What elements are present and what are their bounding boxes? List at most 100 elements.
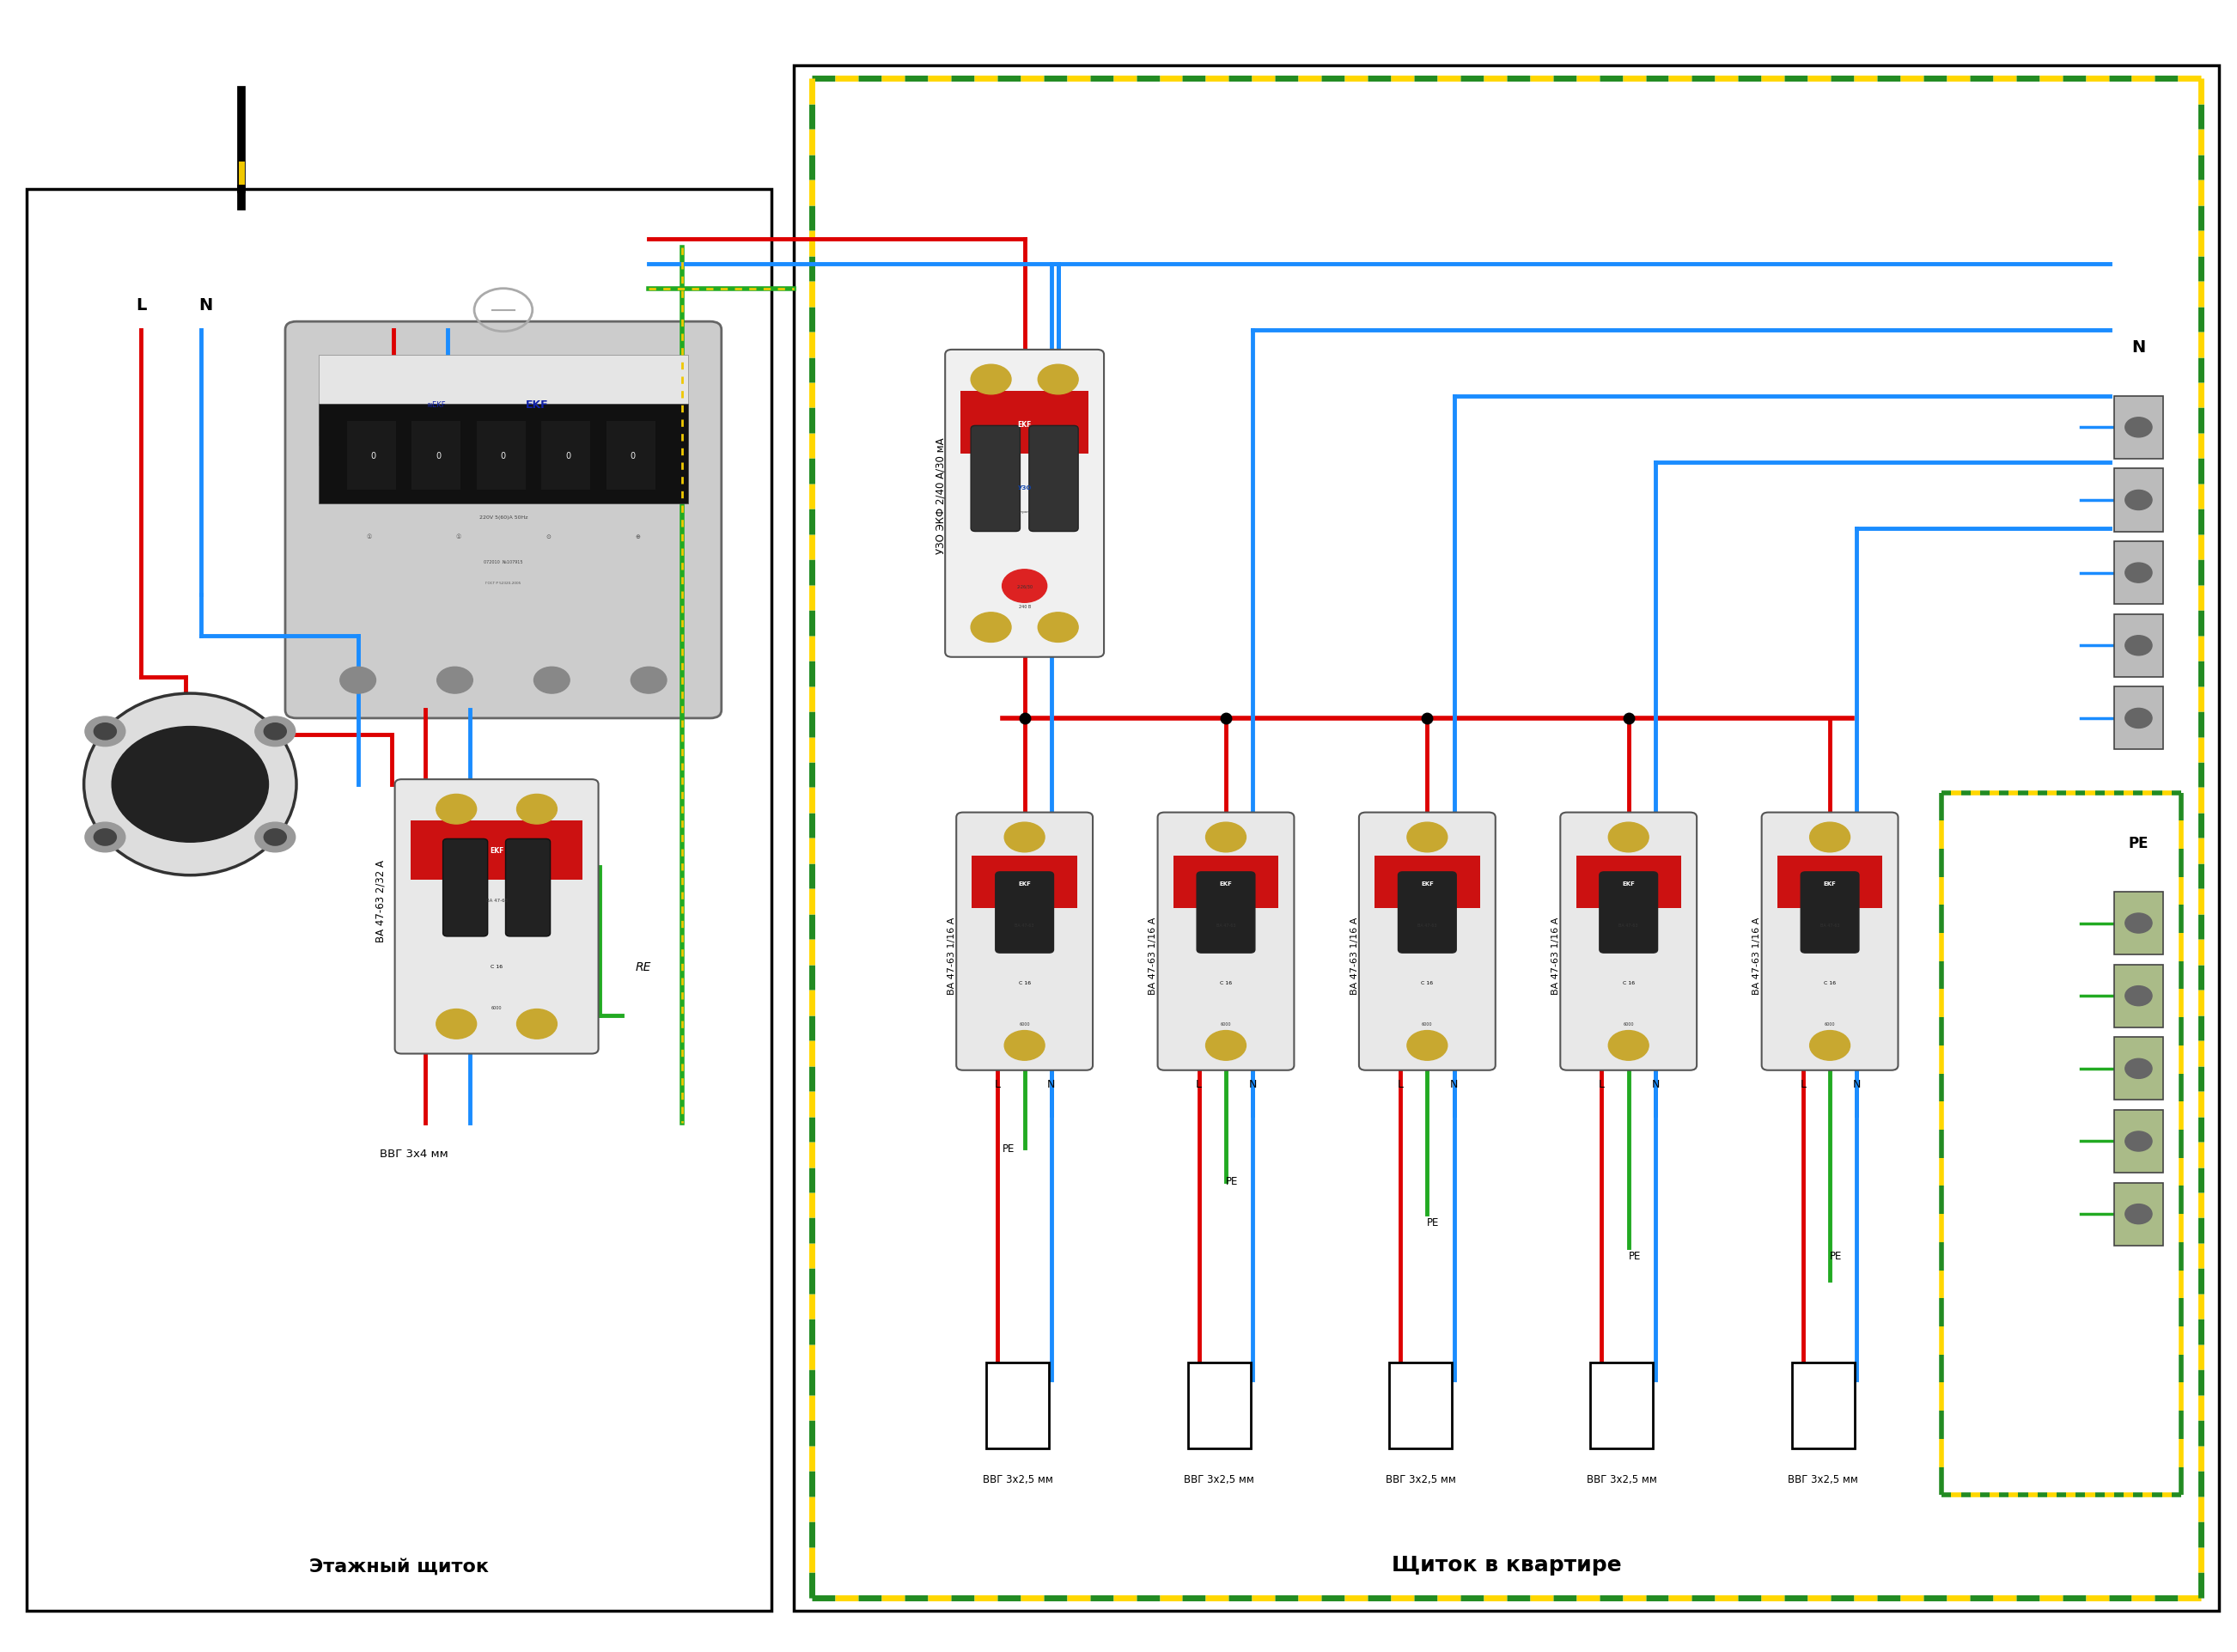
Circle shape <box>1004 823 1045 852</box>
Text: N: N <box>1651 1079 1660 1090</box>
Text: ①: ① <box>456 534 461 540</box>
Text: ВА 47-63 1/16 А: ВА 47-63 1/16 А <box>1754 917 1761 995</box>
Circle shape <box>255 717 295 747</box>
Circle shape <box>2125 491 2152 510</box>
Text: L: L <box>1197 1079 1201 1090</box>
Text: EKF: EKF <box>1018 421 1031 428</box>
Text: ⊕: ⊕ <box>635 534 640 540</box>
Circle shape <box>971 365 1011 395</box>
Circle shape <box>94 724 116 740</box>
Text: УЗО ЭКФ 2/40 А/30 мА: УЗО ЭКФ 2/40 А/30 мА <box>935 438 946 553</box>
Circle shape <box>971 613 1011 643</box>
Bar <box>2114 542 2163 605</box>
Text: ВА 47-63 1/16 А: ВА 47-63 1/16 А <box>1150 917 1157 995</box>
Text: ВА 47-63: ВА 47-63 <box>485 899 508 902</box>
Text: EKF: EKF <box>1622 881 1635 887</box>
Bar <box>794 66 2219 1611</box>
Bar <box>1174 856 1280 909</box>
Circle shape <box>517 1009 557 1039</box>
FancyBboxPatch shape <box>1197 872 1255 953</box>
FancyBboxPatch shape <box>1561 813 1696 1070</box>
Bar <box>2114 892 2163 955</box>
Text: 240 B: 240 B <box>1018 605 1031 608</box>
Text: ВА 47-63: ВА 47-63 <box>1620 923 1637 927</box>
Circle shape <box>436 667 472 694</box>
Circle shape <box>2125 418 2152 438</box>
Bar <box>960 392 1087 454</box>
Circle shape <box>2125 709 2152 729</box>
Bar <box>541 421 591 491</box>
Bar <box>2114 396 2163 459</box>
Text: Щиток в квартире: Щиток в квартире <box>1391 1555 1622 1574</box>
Text: EKF: EKF <box>490 847 503 854</box>
Circle shape <box>1407 823 1447 852</box>
Circle shape <box>255 823 295 852</box>
Text: 0: 0 <box>371 451 376 461</box>
Text: L: L <box>1599 1079 1604 1090</box>
Text: ВА 47-63 1/16 А: ВА 47-63 1/16 А <box>1552 917 1559 995</box>
Text: ВВГ 3х2,5 мм: ВВГ 3х2,5 мм <box>1787 1474 1859 1485</box>
Circle shape <box>2125 1204 2152 1224</box>
FancyBboxPatch shape <box>946 350 1105 657</box>
Text: ①: ① <box>367 534 371 540</box>
Text: ВВГ 3х2,5 мм: ВВГ 3х2,5 мм <box>1183 1474 1255 1485</box>
Circle shape <box>2125 563 2152 583</box>
Bar <box>2114 615 2163 677</box>
Text: ≋EKF: ≋EKF <box>427 401 445 408</box>
Circle shape <box>535 667 570 694</box>
FancyBboxPatch shape <box>957 813 1092 1070</box>
Bar <box>606 421 655 491</box>
Text: C 16: C 16 <box>1622 981 1635 985</box>
Bar <box>1778 856 1884 909</box>
Text: 6000: 6000 <box>1624 1023 1633 1026</box>
Circle shape <box>1608 1031 1649 1061</box>
Circle shape <box>1810 823 1850 852</box>
Text: ВА 47-63 1/16 А: ВА 47-63 1/16 А <box>1351 917 1358 995</box>
Bar <box>973 856 1078 909</box>
Ellipse shape <box>85 694 295 876</box>
Text: PE: PE <box>1002 1143 1016 1153</box>
Text: СКАТ 101 М1-3-Е  Р1: СКАТ 101 М1-3-Е Р1 <box>481 453 526 456</box>
Text: ⊙: ⊙ <box>546 534 550 540</box>
Circle shape <box>1407 1031 1447 1061</box>
Text: ВА 47-63: ВА 47-63 <box>1821 923 1839 927</box>
Text: PE: PE <box>2127 836 2150 851</box>
Text: 0: 0 <box>631 451 635 461</box>
Text: C 16: C 16 <box>1018 981 1031 985</box>
Text: 072010  №107915: 072010 №107915 <box>483 560 523 563</box>
Circle shape <box>1206 823 1246 852</box>
Bar <box>2114 687 2163 750</box>
FancyBboxPatch shape <box>1029 426 1078 532</box>
Bar <box>1792 1363 1854 1449</box>
Circle shape <box>1810 1031 1850 1061</box>
Bar <box>1575 856 1682 909</box>
Circle shape <box>85 823 125 852</box>
FancyBboxPatch shape <box>286 322 720 719</box>
Circle shape <box>2125 1059 2152 1079</box>
Text: 6000: 6000 <box>1020 1023 1029 1026</box>
Text: 0: 0 <box>566 451 570 461</box>
Circle shape <box>631 667 667 694</box>
Circle shape <box>436 795 476 824</box>
Text: ВА 47-63 2/32 А: ВА 47-63 2/32 А <box>376 859 385 942</box>
Circle shape <box>517 795 557 824</box>
Text: C 16: C 16 <box>1420 981 1434 985</box>
Text: УЗО: УЗО <box>1018 484 1031 491</box>
Text: 6000: 6000 <box>1825 1023 1834 1026</box>
Text: ВВГ 3х2,5 мм: ВВГ 3х2,5 мм <box>1586 1474 1658 1485</box>
Bar <box>1374 856 1481 909</box>
Text: ВА 47-63: ВА 47-63 <box>1016 923 1033 927</box>
Text: PE: PE <box>1830 1251 1843 1260</box>
FancyBboxPatch shape <box>443 839 488 937</box>
Text: 0: 0 <box>436 451 441 461</box>
FancyBboxPatch shape <box>995 872 1054 953</box>
FancyBboxPatch shape <box>1763 813 1897 1070</box>
FancyBboxPatch shape <box>971 426 1020 532</box>
Text: 0: 0 <box>501 451 506 461</box>
Text: ВВГ 3х4 мм: ВВГ 3х4 мм <box>380 1148 447 1160</box>
Circle shape <box>2125 914 2152 933</box>
Text: электронное: электронное <box>1013 510 1036 514</box>
Bar <box>476 421 526 491</box>
Text: ВА 47-63 1/16 А: ВА 47-63 1/16 А <box>948 917 955 995</box>
FancyBboxPatch shape <box>506 839 550 937</box>
